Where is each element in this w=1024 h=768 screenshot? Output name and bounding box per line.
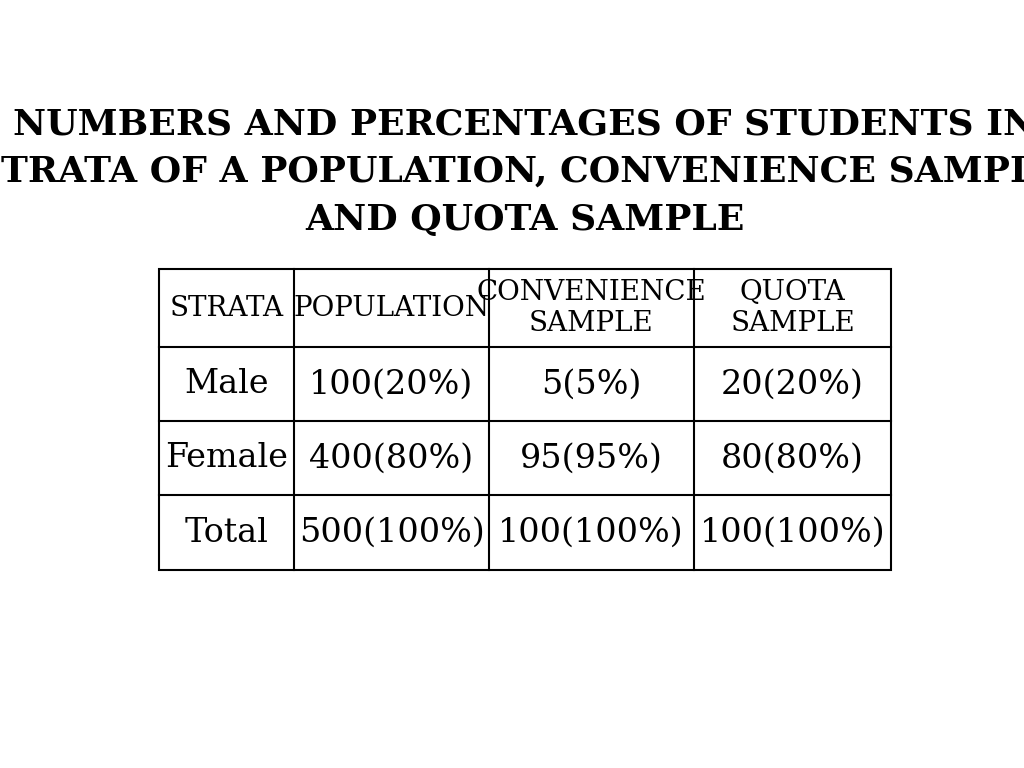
Text: 5(5%): 5(5%) (541, 369, 641, 400)
Text: 100(20%): 100(20%) (309, 369, 474, 400)
Text: NUMBERS AND PERCENTAGES OF STUDENTS IN
STRATA OF A POPULATION, CONVENIENCE SAMPL: NUMBERS AND PERCENTAGES OF STUDENTS IN S… (0, 108, 1024, 237)
Text: Total: Total (184, 517, 268, 548)
Text: 400(80%): 400(80%) (309, 442, 473, 475)
Text: STRATA: STRATA (170, 295, 284, 322)
Text: Female: Female (165, 442, 288, 475)
Text: POPULATION: POPULATION (294, 295, 489, 322)
Text: CONVENIENCE
SAMPLE: CONVENIENCE SAMPLE (476, 280, 706, 337)
Text: 20(20%): 20(20%) (721, 369, 864, 400)
Text: 500(100%): 500(100%) (299, 517, 484, 548)
Text: 100(100%): 100(100%) (499, 517, 684, 548)
Text: 80(80%): 80(80%) (721, 442, 864, 475)
Text: 100(100%): 100(100%) (699, 517, 886, 548)
Text: Male: Male (184, 369, 269, 400)
Text: 95(95%): 95(95%) (519, 442, 663, 475)
Text: QUOTA
SAMPLE: QUOTA SAMPLE (730, 280, 855, 337)
